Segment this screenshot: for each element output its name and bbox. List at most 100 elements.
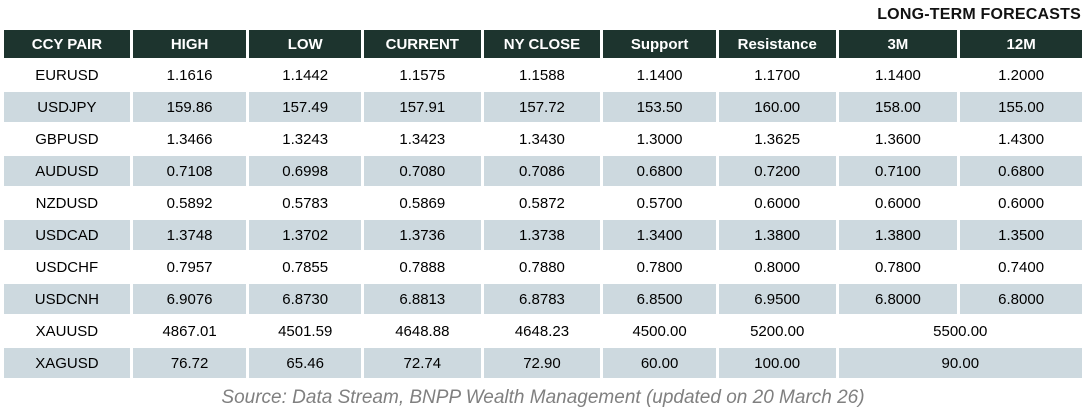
high-cell: 0.5892 <box>132 188 250 220</box>
support-cell: 0.6800 <box>603 156 719 188</box>
forecast-12m-cell: 0.7400 <box>960 252 1082 284</box>
forecast-3m-cell: 0.7100 <box>838 156 961 188</box>
support-cell: 60.00 <box>603 348 719 380</box>
high-cell: 0.7108 <box>132 156 250 188</box>
high-cell: 6.9076 <box>132 284 250 316</box>
forecast-table-body: EURUSD 1.1616 1.1442 1.1575 1.1588 1.1400 1.17… <box>4 60 1082 380</box>
ny-close-cell: 1.3738 <box>483 220 604 252</box>
resistance-cell: 5200.00 <box>718 316 839 348</box>
col-header-ccy-pair: CCY PAIR <box>4 30 133 60</box>
low-cell: 0.6998 <box>249 156 364 188</box>
source-attribution: Source: Data Stream, BNPP Wealth Managem… <box>221 387 865 408</box>
support-cell: 0.7800 <box>603 252 719 284</box>
forecast-merged-cell: 90.00 <box>838 348 1082 380</box>
table-row: USDJPY 159.86 157.49 157.91 157.72 153.50 160.… <box>4 92 1082 124</box>
ny-close-cell: 1.1588 <box>483 60 604 92</box>
col-header-high: HIGH <box>132 30 250 60</box>
current-cell: 157.91 <box>363 92 484 124</box>
table-row: USDCHF 0.7957 0.7855 0.7888 0.7880 0.7800 0.80… <box>4 252 1082 284</box>
resistance-cell: 0.6000 <box>718 188 839 220</box>
col-header-support: Support <box>603 30 719 60</box>
support-cell: 4500.00 <box>603 316 719 348</box>
col-header-ny-close: NY CLOSE <box>483 30 604 60</box>
table-row: USDCAD 1.3748 1.3702 1.3736 1.3738 1.3400 1.38… <box>4 220 1082 252</box>
resistance-cell: 1.3625 <box>718 124 839 156</box>
ny-close-cell: 0.7880 <box>483 252 604 284</box>
col-header-3m: 3M <box>838 30 961 60</box>
ccy-pair-cell: USDJPY <box>4 92 133 124</box>
ny-close-cell: 72.90 <box>483 348 604 380</box>
current-cell: 4648.88 <box>363 316 484 348</box>
forecast-3m-cell: 1.1400 <box>838 60 961 92</box>
forecast-12m-cell: 6.8000 <box>960 284 1082 316</box>
ccy-pair-cell: USDCHF <box>4 252 133 284</box>
low-cell: 4501.59 <box>249 316 364 348</box>
ccy-pair-cell: XAGUSD <box>4 348 133 380</box>
ccy-pair-cell: AUDUSD <box>4 156 133 188</box>
support-cell: 0.5700 <box>603 188 719 220</box>
resistance-cell: 1.3800 <box>718 220 839 252</box>
high-cell: 76.72 <box>132 348 250 380</box>
resistance-cell: 0.7200 <box>718 156 839 188</box>
ccy-pair-cell: NZDUSD <box>4 188 133 220</box>
forecast-3m-cell: 1.3600 <box>838 124 961 156</box>
forecast-12m-cell: 1.2000 <box>960 60 1082 92</box>
low-cell: 1.3702 <box>249 220 364 252</box>
low-cell: 65.46 <box>249 348 364 380</box>
table-row: EURUSD 1.1616 1.1442 1.1575 1.1588 1.1400 1.17… <box>4 60 1082 92</box>
ny-close-cell: 157.72 <box>483 92 604 124</box>
table-row: GBPUSD 1.3466 1.3243 1.3423 1.3430 1.3000 1.36… <box>4 124 1082 156</box>
support-cell: 1.3400 <box>603 220 719 252</box>
high-cell: 159.86 <box>132 92 250 124</box>
current-cell: 1.1575 <box>363 60 484 92</box>
support-cell: 1.1400 <box>603 60 719 92</box>
table-row: XAGUSD 76.72 65.46 72.74 72.90 60.00 100.00 90.… <box>4 348 1082 380</box>
current-cell: 6.8813 <box>363 284 484 316</box>
ccy-pair-cell: USDCNH <box>4 284 133 316</box>
support-cell: 153.50 <box>603 92 719 124</box>
table-row: USDCNH 6.9076 6.8730 6.8813 6.8783 6.8500 6.95… <box>4 284 1082 316</box>
table-header-row: CCY PAIR HIGH LOW CURRENT NY CLOSE Suppo… <box>4 30 1082 60</box>
table-row: NZDUSD 0.5892 0.5783 0.5869 0.5872 0.5700 0.60… <box>4 188 1082 220</box>
col-header-current: CURRENT <box>363 30 484 60</box>
ny-close-cell: 4648.23 <box>483 316 604 348</box>
forecast-3m-cell: 0.6000 <box>838 188 961 220</box>
support-cell: 1.3000 <box>603 124 719 156</box>
high-cell: 1.3466 <box>132 124 250 156</box>
current-cell: 0.7888 <box>363 252 484 284</box>
low-cell: 1.1442 <box>249 60 364 92</box>
resistance-cell: 100.00 <box>718 348 839 380</box>
current-cell: 1.3423 <box>363 124 484 156</box>
forecast-12m-cell: 0.6000 <box>960 188 1082 220</box>
support-cell: 6.8500 <box>603 284 719 316</box>
long-term-forecasts-label: LONG-TERM FORECASTS <box>877 6 1081 23</box>
high-cell: 1.3748 <box>132 220 250 252</box>
ny-close-cell: 0.7086 <box>483 156 604 188</box>
resistance-cell: 0.8000 <box>718 252 839 284</box>
low-cell: 157.49 <box>249 92 364 124</box>
low-cell: 0.5783 <box>249 188 364 220</box>
long-term-forecasts-header: LONG-TERM FORECASTS <box>0 0 1086 30</box>
ny-close-cell: 6.8783 <box>483 284 604 316</box>
forecast-3m-cell: 158.00 <box>838 92 961 124</box>
ccy-pair-cell: XAUUSD <box>4 316 133 348</box>
high-cell: 4867.01 <box>132 316 250 348</box>
table-row: XAUUSD 4867.01 4501.59 4648.88 4648.23 4500.0… <box>4 316 1082 348</box>
fx-forecast-table: CCY PAIR HIGH LOW CURRENT NY CLOSE Suppo… <box>4 30 1082 380</box>
low-cell: 1.3243 <box>249 124 364 156</box>
low-cell: 6.8730 <box>249 284 364 316</box>
resistance-cell: 6.9500 <box>718 284 839 316</box>
col-header-12m: 12M <box>960 30 1082 60</box>
low-cell: 0.7855 <box>249 252 364 284</box>
resistance-cell: 160.00 <box>718 92 839 124</box>
col-header-resistance: Resistance <box>718 30 839 60</box>
ccy-pair-cell: GBPUSD <box>4 124 133 156</box>
forecast-12m-cell: 1.3500 <box>960 220 1082 252</box>
ny-close-cell: 0.5872 <box>483 188 604 220</box>
forecast-12m-cell: 1.4300 <box>960 124 1082 156</box>
current-cell: 1.3736 <box>363 220 484 252</box>
high-cell: 0.7957 <box>132 252 250 284</box>
col-header-low: LOW <box>249 30 364 60</box>
high-cell: 1.1616 <box>132 60 250 92</box>
forecast-3m-cell: 6.8000 <box>838 284 961 316</box>
